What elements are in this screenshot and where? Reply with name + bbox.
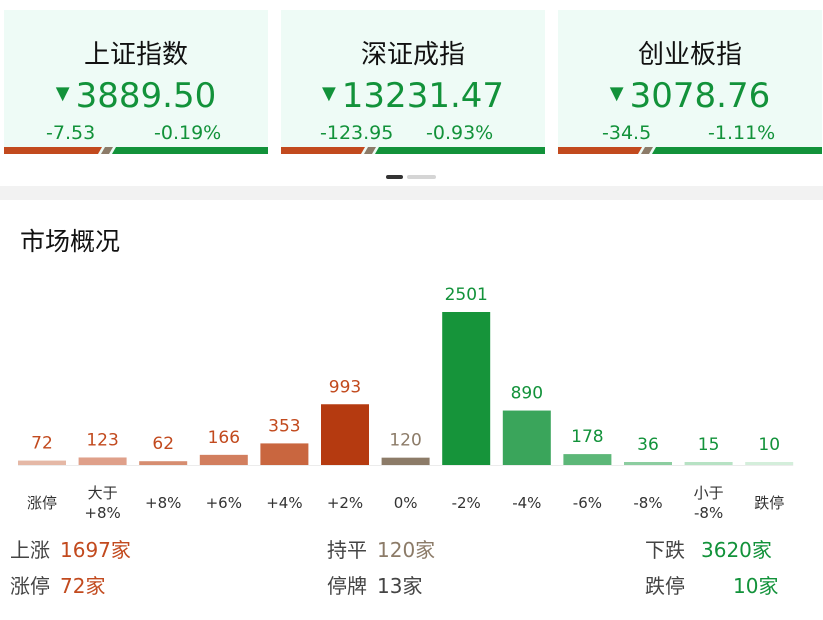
stat-label: 跌停: [645, 574, 685, 598]
stat-label: 停牌: [327, 574, 367, 598]
index-price-value: 13231.47: [341, 76, 505, 116]
stat-label: 持平: [327, 538, 367, 562]
chart-bar: [624, 462, 672, 465]
chart-bar: [18, 460, 66, 465]
advance-decline-bar: [4, 147, 268, 154]
chart-value-label: 993: [329, 377, 361, 397]
index-name: 创业板指: [637, 40, 742, 70]
down-arrow-icon: ▼: [321, 83, 336, 104]
chart-value-label: 890: [511, 384, 543, 404]
chart-value-label: 178: [571, 427, 603, 447]
carousel-pager[interactable]: [386, 175, 436, 179]
stat-halt: 停牌 13家: [327, 570, 422, 599]
index-price-value: 3078.76: [629, 76, 771, 116]
index-change: -34.5: [602, 122, 652, 144]
index-change-pct: -0.19%: [154, 122, 222, 144]
chart-category-label: -2%: [452, 494, 481, 512]
chart-category-label: -4%: [512, 494, 541, 512]
chart-category-label: 涨停: [27, 494, 57, 512]
chart-bar: [199, 454, 248, 465]
chart-category-label: 跌停: [754, 494, 784, 512]
chart-bar: [442, 312, 491, 465]
index-change-pct: -0.93%: [426, 122, 494, 144]
chart-category-label: +8%: [84, 504, 120, 522]
chart-value-label: 36: [637, 435, 659, 455]
index-change: -123.95: [320, 122, 394, 144]
chart-category-label: +4%: [266, 494, 302, 512]
index-name: 深证成指: [360, 40, 465, 70]
chart-bar: [684, 462, 733, 465]
chart-category-label: -6%: [573, 494, 602, 512]
chart-category-label: -8%: [633, 494, 662, 512]
stat-up: 上涨 1697家: [10, 534, 131, 563]
stat-limit-up: 涨停 72家: [10, 570, 105, 599]
index-change-pct: -1.11%: [708, 122, 776, 144]
chart-category-label: +6%: [206, 494, 242, 512]
chart-value-label: 2501: [445, 285, 488, 305]
chart-category-label: 0%: [394, 494, 418, 512]
index-price: ▼ 3889.50: [4, 76, 268, 116]
chart-bar: [745, 462, 794, 465]
chart-value-label: 120: [389, 431, 421, 451]
stat-label: 下跌: [645, 538, 685, 562]
chart-value-label: 166: [208, 428, 240, 448]
index-card-sz[interactable]: 深证成指 ▼ 13231.47 -123.95 -0.93%: [281, 10, 545, 154]
chart-category-label: 大于: [88, 484, 118, 502]
pager-dot[interactable]: [407, 175, 436, 179]
index-change: -7.53: [46, 122, 96, 144]
index-name: 上证指数: [83, 40, 188, 70]
advance-decline-bar: [281, 147, 545, 154]
stat-value: 3620家: [701, 538, 772, 562]
chart-value-label: 10: [758, 435, 780, 455]
stat-value: 120家: [377, 538, 436, 562]
stat-label: 涨停: [10, 574, 50, 598]
stat-limit-down: 跌停 10家: [645, 570, 778, 599]
rise-fall-distribution-chart: 72 123 62 166 353 993 120 2501 890 178 36 15 10 涨停 大于…: [18, 285, 794, 522]
pager-dot-active[interactable]: [386, 175, 403, 179]
chart-bars: [18, 312, 794, 465]
chart-value-labels: 72 123 62 166 353 993 120 2501 890 178 36 15 10: [31, 285, 780, 455]
chart-bar: [381, 457, 430, 465]
index-card-cyb[interactable]: 创业板指 ▼ 3078.76 -34.5 -1.11%: [558, 10, 822, 154]
chart-category-label: +2%: [327, 494, 363, 512]
section-divider: [0, 186, 823, 200]
stat-down: 下跌 3620家: [645, 534, 772, 563]
chart-category-labels: 涨停 大于 +8% +8% +6% +4% +2% 0% -2% -4% -6% -8% 小于 -8% 跌停: [27, 484, 784, 522]
stat-flat: 持平 120家: [327, 534, 435, 563]
stat-value: 1697家: [60, 538, 131, 562]
stat-value: 72家: [60, 574, 106, 598]
chart-bar: [260, 443, 309, 465]
down-arrow-icon: ▼: [609, 83, 624, 104]
index-card-sh[interactable]: 上证指数 ▼ 3889.50 -7.53 -0.19%: [4, 10, 268, 154]
chart-category-label: +8%: [145, 494, 181, 512]
section-title: 市场概况: [20, 227, 121, 256]
stat-value: 10家: [733, 574, 779, 598]
chart-bar: [321, 404, 369, 465]
chart-value-label: 62: [152, 434, 174, 454]
chart-category-label: -8%: [694, 504, 723, 522]
chart-bar: [78, 457, 127, 465]
index-carousel[interactable]: 上证指数 ▼ 3889.50 -7.53 -0.19% 深证成指 ▼ 13231.4…: [0, 0, 823, 186]
chart-value-label: 123: [86, 430, 118, 450]
chart-bar: [502, 410, 551, 465]
advance-decline-bar: [558, 147, 822, 154]
index-price: ▼ 13231.47: [281, 76, 545, 116]
stat-value: 13家: [377, 574, 423, 598]
chart-value-label: 353: [268, 416, 300, 436]
stat-label: 上涨: [10, 538, 50, 562]
chart-category-label: 小于: [694, 484, 724, 502]
chart-bar: [139, 461, 188, 465]
index-price-value: 3889.50: [75, 76, 217, 116]
chart-bar: [563, 454, 612, 465]
down-arrow-icon: ▼: [55, 83, 70, 104]
chart-value-label: 72: [31, 434, 53, 454]
index-price: ▼ 3078.76: [558, 76, 822, 116]
chart-value-label: 15: [698, 435, 720, 455]
